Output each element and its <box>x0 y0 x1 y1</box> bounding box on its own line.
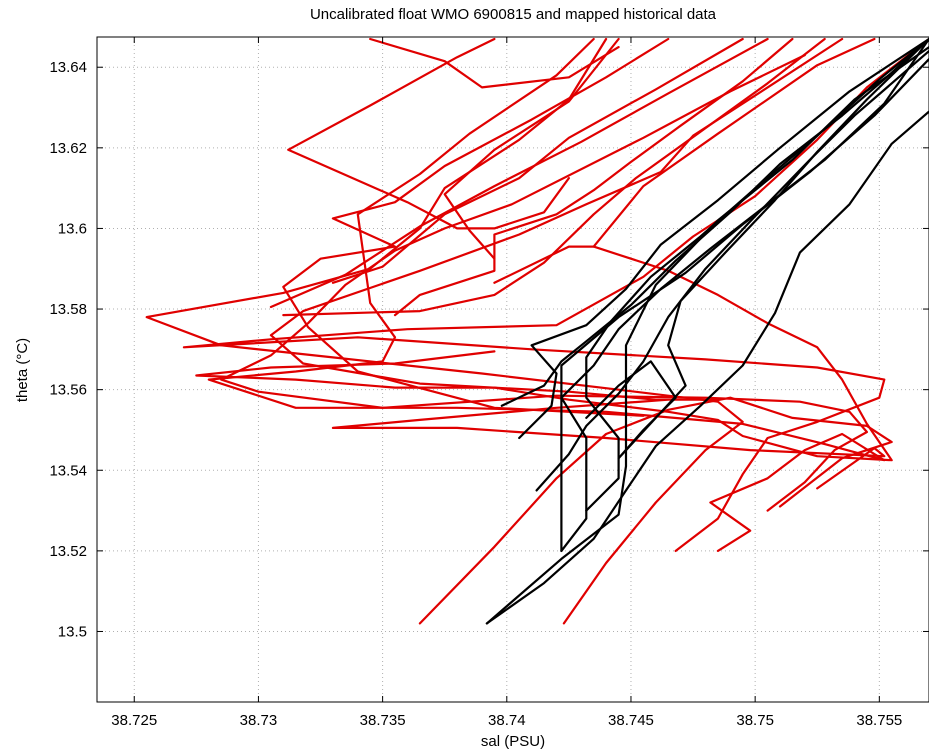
mapped-profile-line-11 <box>331 37 744 284</box>
float-profile-line-24 <box>518 37 929 440</box>
y-tick-label: 13.62 <box>49 140 87 157</box>
mapped-profile-line-8 <box>393 37 794 317</box>
mapped-profile-line-6 <box>282 37 826 317</box>
mapped-profile-line-7 <box>282 37 670 417</box>
y-tick-label: 13.64 <box>49 59 87 76</box>
x-tick-label: 38.73 <box>240 712 278 729</box>
chart-title: Uncalibrated float WMO 6900815 and mappe… <box>310 6 717 23</box>
mapped-profile-line-1 <box>145 37 744 625</box>
mapped-profile-line-15 <box>195 245 893 462</box>
float-profile-line-17 <box>485 45 929 625</box>
mapped-profile-line-2 <box>182 37 929 553</box>
y-tick-label: 13.5 <box>58 623 87 640</box>
mapped-profile-line-4 <box>220 53 869 512</box>
float-profile-line-16 <box>485 110 929 625</box>
y-tick-label: 13.54 <box>49 462 87 479</box>
mapped-profile-line-13 <box>493 37 876 284</box>
y-axis: 13.5 13.52 13.54 13.56 13.58 13.6 13.62 13.64 <box>49 59 929 640</box>
mapped-profile-line-10 <box>369 37 620 89</box>
x-tick-label: 38.725 <box>111 712 157 729</box>
float-profile-line-20 <box>500 37 929 407</box>
x-tick-label: 38.755 <box>856 712 902 729</box>
x-axis: 38.725 38.73 38.735 38.74 38.745 38.75 38.755 <box>111 37 902 729</box>
float-profile-line-19 <box>560 58 929 553</box>
x-tick-label: 38.735 <box>360 712 406 729</box>
x-axis-label: sal (PSU) <box>481 733 545 750</box>
y-tick-label: 13.58 <box>49 301 87 318</box>
mapped-profile-line-9 <box>287 37 571 230</box>
x-tick-label: 38.745 <box>608 712 654 729</box>
x-tick-label: 38.75 <box>736 712 774 729</box>
mapped-profile-line-14 <box>443 37 620 260</box>
x-tick-label: 38.74 <box>488 712 526 729</box>
float-profile-line-22 <box>585 37 929 512</box>
y-tick-label: 13.56 <box>49 382 87 399</box>
y-axis-label: theta (°C) <box>14 338 31 402</box>
y-tick-label: 13.6 <box>58 220 87 237</box>
y-tick-label: 13.52 <box>49 543 87 560</box>
float-profile-line-23 <box>585 37 929 460</box>
series-group <box>145 37 929 625</box>
mapped-profile-line-0 <box>418 396 893 625</box>
mapped-profile-line-5 <box>269 37 886 490</box>
mapped-profile-line-12 <box>269 37 769 309</box>
plot-frame <box>96 36 929 703</box>
